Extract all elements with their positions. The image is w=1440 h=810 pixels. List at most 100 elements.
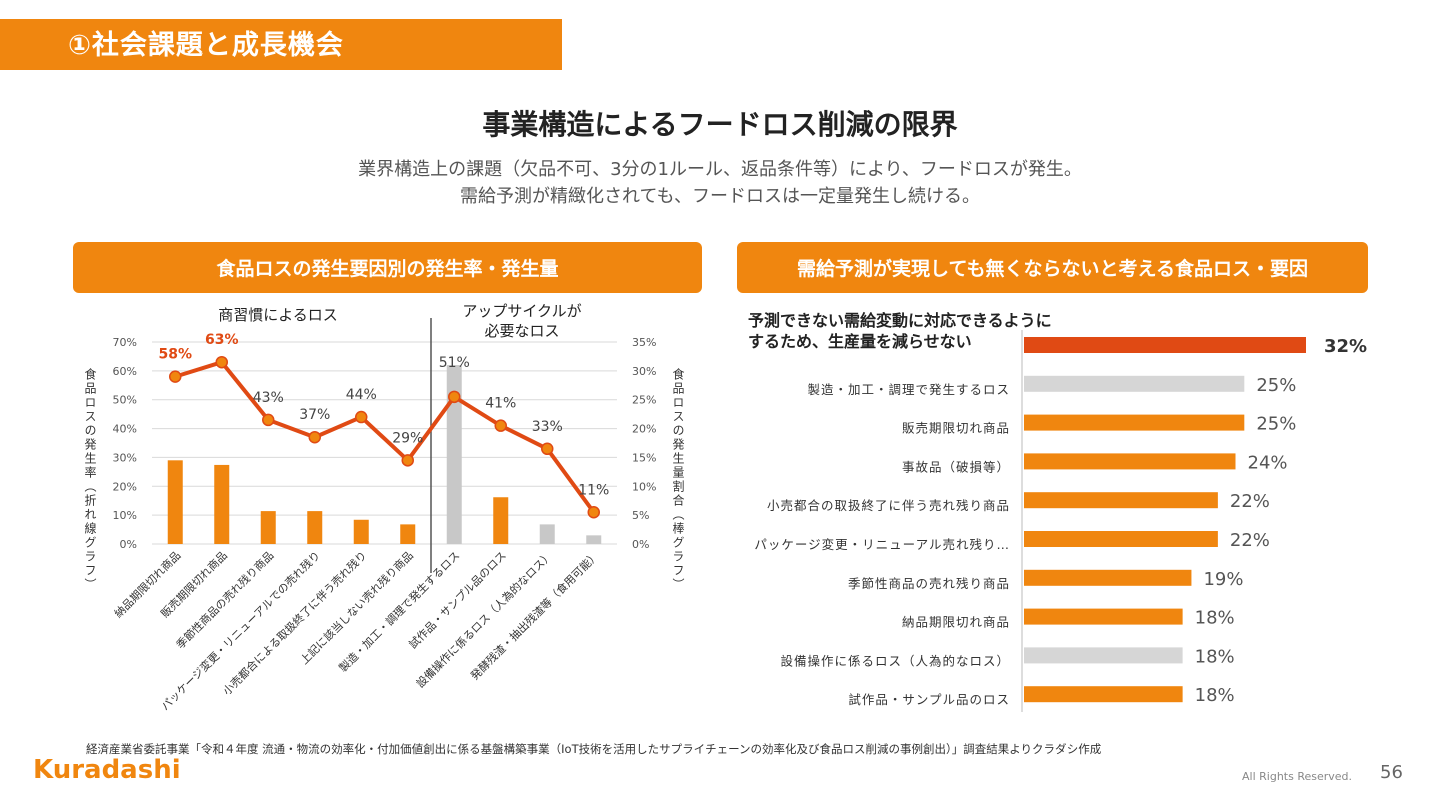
y-left-tick: 30%	[113, 451, 137, 464]
bar-series	[167, 365, 602, 544]
bar	[1024, 453, 1236, 470]
category-label: パッケージ変更・リニューアル売れ残り…	[754, 537, 1010, 552]
top-category-label-1: 予測できない需給変動に対応できるように	[748, 311, 1052, 330]
line-point	[401, 454, 414, 467]
category-label: 試作品・サンプル品のロス	[848, 692, 1010, 707]
category-label: 設備操作に係るロス（人為的なロス）	[780, 653, 1010, 668]
category-label: 製造・加工・調理で発生するロス	[807, 382, 1010, 397]
bar	[446, 365, 462, 544]
y-left-tick: 50%	[113, 394, 137, 407]
section-title: ①社会課題と成長機会	[68, 30, 344, 61]
bar-series	[1024, 337, 1306, 703]
value-label: 32%	[1324, 336, 1367, 357]
bar	[260, 511, 276, 544]
y-left-tick: 10%	[113, 509, 137, 522]
line-value-label: 43%	[253, 390, 284, 406]
bar	[586, 535, 602, 544]
value-label: 25%	[1256, 414, 1296, 435]
line-point	[587, 506, 600, 519]
line-point	[169, 370, 182, 383]
line-value-label: 51%	[439, 355, 470, 371]
source-note: 経済産業省委託事業「令和４年度 流通・物流の効率化・付加価値創出に係る基盤構築事…	[86, 742, 1102, 756]
left-combo-chart: 0% 10% 20% 30% 40% 50% 60% 70% 0% 5% 10% 15% 20% 25%…	[83, 302, 685, 713]
bar	[307, 511, 323, 544]
value-label: 22%	[1230, 530, 1270, 551]
value-label: 18%	[1195, 685, 1235, 706]
x-tick-label: 季節性商品の売れ残り商品	[173, 548, 276, 651]
group-label-upcycle-1: アップサイクルが	[462, 302, 581, 320]
category-label: 納品期限切れ商品	[902, 615, 1010, 630]
kuradashi-logo: Kuradashi	[33, 755, 181, 785]
group-label-upcycle-2: 必要なロス	[484, 322, 559, 340]
y-left-tick: 0%	[120, 538, 137, 551]
bar	[493, 497, 509, 544]
line-point	[494, 419, 507, 432]
line-value-label: 29%	[392, 430, 423, 446]
top-category-label-2: するため、生産量を減らせない	[748, 332, 972, 351]
left-chart-gridlines	[152, 341, 617, 545]
line-point	[262, 413, 275, 427]
group-label-habit: 商習慣によるロス	[218, 306, 338, 324]
value-label: 24%	[1248, 452, 1288, 473]
y-right-axis-label: 食品ロスの発生量割合（棒グラフ）	[671, 367, 685, 592]
y-right-tick: 25%	[632, 394, 656, 407]
left-y-ticks: 0% 10% 20% 30% 40% 50% 60% 70%	[113, 336, 137, 551]
subtitle-line-1: 業界構造上の課題（欠品不可、3分の1ルール、返品条件等）により、フードロスが発生…	[358, 159, 1082, 180]
bar	[1024, 492, 1218, 509]
y-right-tick: 35%	[632, 336, 656, 349]
right-y-ticks: 0% 5% 10% 15% 20% 25% 30% 35%	[632, 336, 656, 551]
line-point	[215, 355, 228, 369]
line-value-label: 63%	[205, 332, 239, 348]
bar	[1024, 569, 1192, 586]
x-tick-label: 試作品・サンプル品のロス	[406, 548, 509, 651]
y-right-tick: 10%	[632, 480, 656, 493]
value-label: 22%	[1230, 491, 1270, 512]
x-tick-label: パッケージ変更・リニューアルでの売れ残り	[158, 548, 323, 713]
bar	[167, 460, 183, 544]
copyright: All Rights Reserved.	[1242, 770, 1353, 783]
bar	[400, 524, 416, 544]
value-label: 19%	[1203, 569, 1243, 590]
category-label: 小売都合の取扱終了に伴う売れ残り商品	[767, 498, 1010, 513]
category-label: 季節性商品の売れ残り商品	[848, 576, 1010, 591]
y-right-tick: 0%	[632, 538, 649, 551]
page-number: 56	[1380, 762, 1403, 783]
value-label: 25%	[1256, 375, 1296, 396]
line-series	[174, 360, 596, 514]
bar	[214, 464, 230, 544]
bar	[1024, 375, 1245, 392]
bar	[539, 524, 555, 544]
x-axis-labels: 納品期限切れ商品販売期限切れ商品季節性商品の売れ残り商品パッケージ変更・リニュー…	[111, 548, 602, 713]
y-left-axis-label: 食品ロスの発生率（折れ線グラフ）	[83, 367, 97, 592]
y-left-tick: 70%	[113, 336, 137, 349]
line-value-label: 33%	[532, 419, 563, 435]
y-left-tick: 60%	[113, 365, 137, 378]
y-right-tick: 15%	[632, 451, 656, 464]
bar	[1024, 531, 1218, 547]
line-value-labels: 58% 63% 43% 37% 44% 29% 51% 41% 33% 11%	[158, 332, 609, 498]
y-right-tick: 5%	[632, 509, 649, 522]
subtitle-line-2: 需給予測が精緻化されても、フードロスは一定量発生し続ける。	[459, 186, 981, 207]
line-value-label: 44%	[346, 387, 377, 403]
y-right-tick: 30%	[632, 365, 656, 378]
bar	[353, 519, 369, 544]
bar	[1024, 647, 1183, 664]
bar	[1024, 608, 1183, 625]
category-label: 事故品（破損等）	[902, 459, 1010, 474]
bar	[1024, 337, 1306, 353]
line-value-label: 41%	[485, 396, 516, 412]
line-point	[355, 410, 368, 424]
value-label: 18%	[1195, 646, 1235, 667]
y-left-tick: 40%	[113, 423, 137, 436]
value-labels: 32% 25% 25% 24% 22% 22% 19% 18% 18% 18%	[1195, 336, 1367, 706]
line-point	[308, 430, 321, 444]
bar	[1024, 414, 1245, 431]
bar	[1024, 686, 1183, 703]
y-left-tick: 20%	[113, 480, 137, 493]
line-points	[169, 355, 600, 519]
value-label: 18%	[1195, 608, 1235, 629]
page-title: 事業構造によるフードロス削減の限界	[482, 108, 958, 141]
line-value-label: 37%	[299, 407, 330, 423]
